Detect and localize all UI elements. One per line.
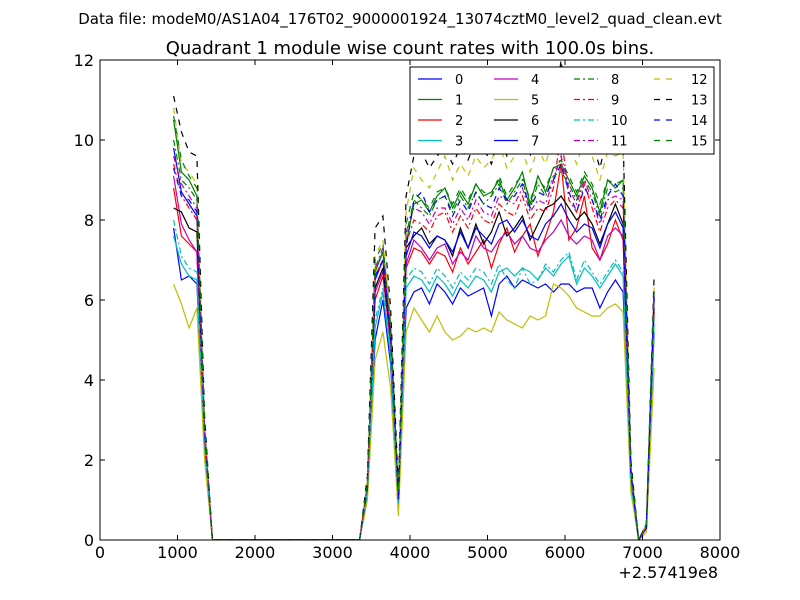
y-tick-label: 4 xyxy=(84,371,94,390)
chart-title: Quadrant 1 module wise count rates with … xyxy=(166,38,655,59)
legend-label-15: 15 xyxy=(691,135,708,150)
x-tick-label: 1000 xyxy=(157,543,198,562)
x-tick-label: 6000 xyxy=(545,543,586,562)
legend-label-4: 4 xyxy=(531,73,539,88)
x-tick-label: 0 xyxy=(95,543,105,562)
series-line-1 xyxy=(173,119,655,540)
y-tick-label: 0 xyxy=(84,531,94,550)
legend-frame xyxy=(409,66,715,155)
legend-label-12: 12 xyxy=(691,73,708,88)
y-tick-label: 10 xyxy=(74,131,94,150)
x-tick-label: 3000 xyxy=(312,543,353,562)
legend-label-1: 1 xyxy=(455,94,463,109)
legend-label-0: 0 xyxy=(455,73,463,88)
y-tick-label: 6 xyxy=(84,291,94,310)
y-tick-label: 12 xyxy=(74,51,94,70)
legend-label-10: 10 xyxy=(611,114,628,129)
series-line-6 xyxy=(173,195,655,540)
legend-label-14: 14 xyxy=(691,114,708,129)
series-line-11 xyxy=(173,153,655,540)
y-tick-label: 8 xyxy=(84,211,94,230)
series-line-4 xyxy=(173,175,655,540)
series-line-10 xyxy=(173,219,655,540)
legend-label-7: 7 xyxy=(531,135,539,150)
legend-label-6: 6 xyxy=(531,114,539,129)
legend-label-8: 8 xyxy=(611,73,619,88)
legend-label-13: 13 xyxy=(691,94,708,109)
legend-label-3: 3 xyxy=(455,135,463,150)
y-tick-label: 2 xyxy=(84,451,94,470)
x-tick-label: 4000 xyxy=(390,543,431,562)
legend-label-2: 2 xyxy=(455,114,463,129)
x-tick-label: 2000 xyxy=(235,543,276,562)
ticks-layer: 0 1000 2000 3000 4000 5000 6000 7000 80000246810… xyxy=(74,51,741,562)
x-tick-label: 5000 xyxy=(467,543,508,562)
x-tick-label: 7000 xyxy=(622,543,663,562)
series-line-14 xyxy=(173,162,655,540)
series-line-5 xyxy=(173,283,655,540)
series-line-3 xyxy=(173,235,655,540)
x-tick-label: 8000 xyxy=(700,543,741,562)
series-line-9 xyxy=(173,131,655,540)
legend-label-9: 9 xyxy=(611,94,619,109)
series-line-0 xyxy=(173,227,655,540)
series-line-2 xyxy=(173,163,655,540)
series-line-7 xyxy=(173,147,655,540)
figure-suptitle: Data file: modeM0/AS1A04_176T02_90000019… xyxy=(78,10,722,29)
series-line-12 xyxy=(173,107,655,540)
x-axis-offset-label: +2.57419e8 xyxy=(618,563,718,582)
legend-label-11: 11 xyxy=(611,135,628,150)
legend-label-5: 5 xyxy=(531,94,539,109)
